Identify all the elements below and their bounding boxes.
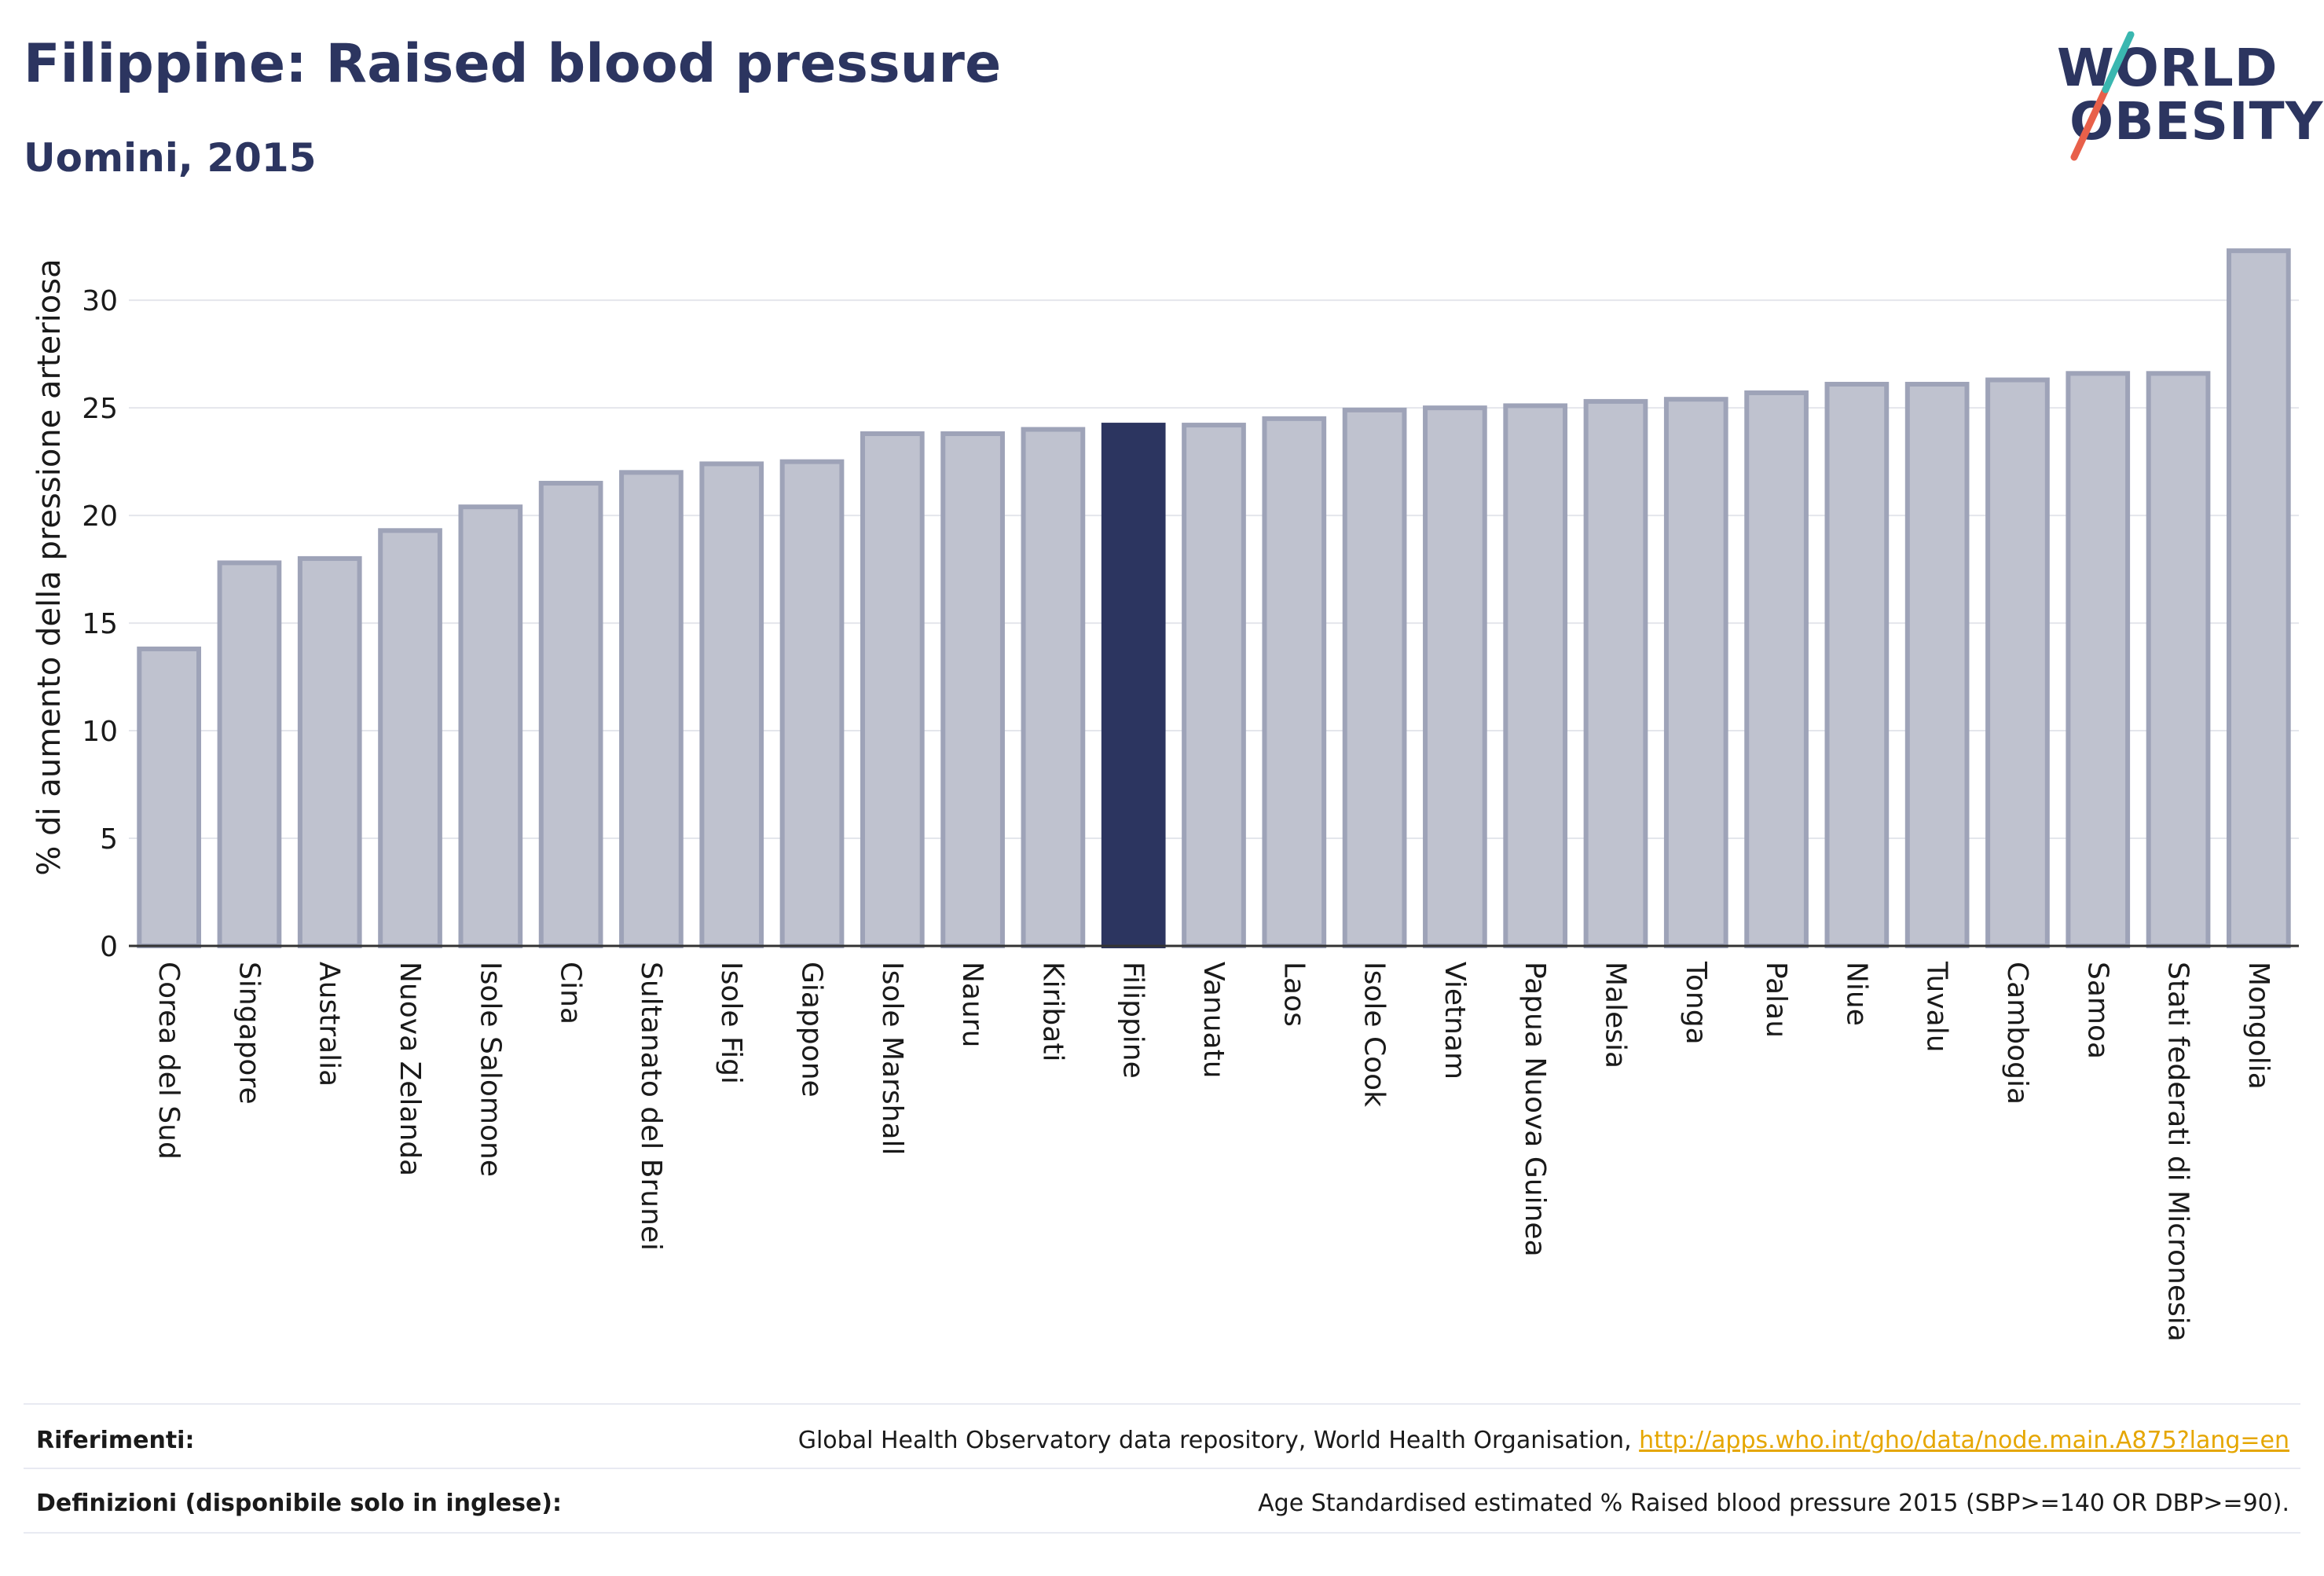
bar-malesia xyxy=(1583,398,1648,948)
logo-line-2: OBESITY xyxy=(2069,91,2324,152)
y-tick-label: 15 xyxy=(82,608,118,640)
bar-cambogia xyxy=(1985,377,2050,949)
x-tick-label: Mongolia xyxy=(2242,962,2275,1090)
bar-vietnam xyxy=(1423,405,1487,948)
bar-kiribati xyxy=(1021,427,1086,948)
y-axis-label: % di aumento della pressione arteriosa xyxy=(31,258,68,875)
x-tick-label: Isole Marshall xyxy=(876,962,908,1156)
x-tick-label: Malesia xyxy=(1599,962,1631,1068)
x-tick-label: Isole Cook xyxy=(1358,962,1391,1107)
references-value: Global Health Observatory data repositor… xyxy=(798,1427,2289,1454)
bar-isole-marshall xyxy=(860,431,925,948)
bar-laos xyxy=(1262,416,1327,948)
logo-slash-icon xyxy=(2070,31,2135,161)
bar-tuvalu xyxy=(1904,382,1970,948)
bar-niue xyxy=(1824,382,1890,948)
x-tick-label: Isole Salomone xyxy=(474,962,506,1177)
bar-mongolia xyxy=(2227,248,2291,948)
bar-isole-figi xyxy=(699,461,764,948)
bar-isole-salomone xyxy=(458,504,523,948)
bar-nuova-zelanda xyxy=(378,528,442,948)
bar-papua-nuova-guinea xyxy=(1503,403,1568,948)
bar-australia xyxy=(297,555,362,949)
bar-palau xyxy=(1744,390,1809,948)
x-tick-label: Giappone xyxy=(796,962,828,1098)
x-tick-label: Stati federati di Micronesia xyxy=(2162,962,2194,1342)
x-tick-label: Isole Figi xyxy=(715,962,747,1084)
y-tick-label: 20 xyxy=(82,500,118,533)
y-tick-label: 25 xyxy=(82,393,118,425)
bar-giappone xyxy=(779,459,845,948)
logo-line-1: WORLD xyxy=(2057,38,2278,98)
x-tick-label: Kiribati xyxy=(1036,962,1069,1061)
x-tick-label: Corea del Sud xyxy=(152,962,185,1160)
x-tick-label: Cambogia xyxy=(2001,962,2033,1105)
chart-subtitle: Uomini, 2015 xyxy=(24,135,317,181)
bar-tonga xyxy=(1663,397,1728,948)
bar-vanuatu xyxy=(1182,423,1246,948)
x-tick-label: Palau xyxy=(1760,962,1792,1038)
x-tick-label: Laos xyxy=(1277,962,1310,1027)
x-tick-label: Vietnam xyxy=(1439,962,1471,1079)
bar-nauru xyxy=(940,431,1005,948)
bar-singapore xyxy=(217,560,282,948)
bar-sultanato-del-brunei xyxy=(619,470,684,948)
bar-stati-federati-di-micronesia xyxy=(2146,371,2211,948)
world-obesity-logo: WORLD OBESITY xyxy=(2043,31,2322,165)
x-tick-label: Tuvalu xyxy=(1921,961,1953,1053)
y-tick-label: 0 xyxy=(100,931,118,963)
bar-corea-del-sud xyxy=(137,646,201,948)
definitions-label: Definizioni (disponibile solo in inglese… xyxy=(36,1490,562,1517)
bar-samoa xyxy=(2066,371,2131,948)
footer-divider xyxy=(24,1403,2300,1405)
chart-title: Filippine: Raised blood pressure xyxy=(24,33,1002,95)
x-tick-label: Tonga xyxy=(1680,961,1712,1045)
footer-divider xyxy=(24,1468,2300,1469)
x-tick-label: Samoa xyxy=(2081,962,2113,1059)
bar-isole-cook xyxy=(1342,407,1407,948)
bar-chart: 0 5 10 15 20 25 30 % di aumento della pressione… xyxy=(31,248,2299,1342)
x-tick-label: Niue xyxy=(1840,962,1872,1026)
x-tick-label: Papua Nuova Guinea xyxy=(1519,962,1551,1257)
x-tick-label: Australia xyxy=(313,962,346,1087)
y-tick-label: 10 xyxy=(82,716,118,748)
x-tick-label: Filippine xyxy=(1117,962,1149,1079)
x-tick-label: Nuova Zelanda xyxy=(394,962,426,1176)
bar-filippine xyxy=(1101,423,1166,948)
references-text: Global Health Observatory data repositor… xyxy=(797,1427,1640,1454)
definitions-text: Age Standardised estimated % Raised bloo… xyxy=(1258,1490,2289,1517)
references-link[interactable]: http://apps.who.int/gho/data/node.main.A… xyxy=(1639,1427,2289,1454)
x-tick-label: Cina xyxy=(555,962,587,1024)
footer-divider xyxy=(24,1532,2300,1534)
y-tick-label: 5 xyxy=(100,823,118,856)
y-tick-label: 30 xyxy=(82,285,118,317)
bar-cina xyxy=(538,481,603,948)
x-tick-label: Vanuatu xyxy=(1197,962,1230,1079)
x-tick-label: Singapore xyxy=(233,962,265,1105)
references-label: Riferimenti: xyxy=(36,1427,195,1454)
x-tick-label: Sultanato del Brunei xyxy=(635,962,667,1251)
x-tick-label: Nauru xyxy=(956,962,988,1047)
